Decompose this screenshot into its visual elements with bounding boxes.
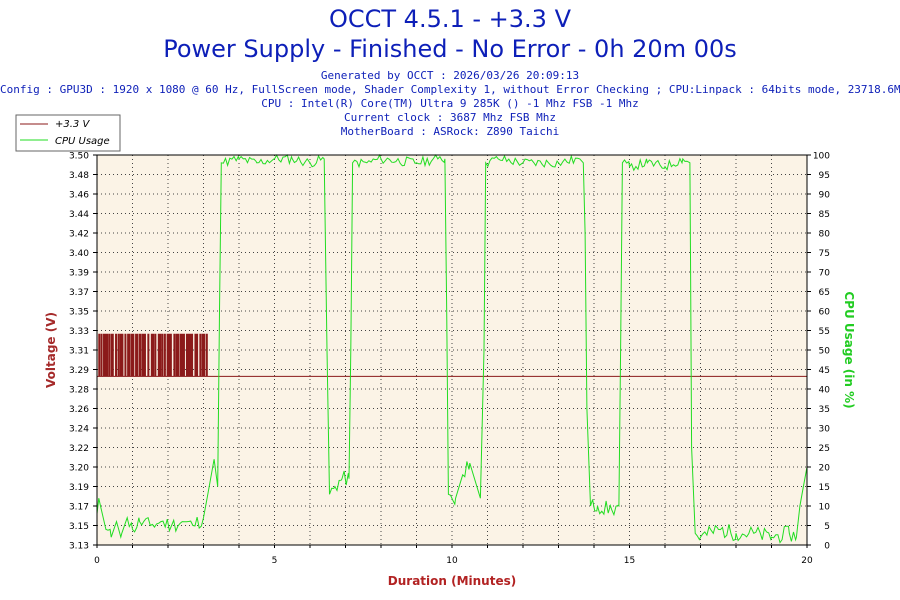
plot-frame [96,154,808,546]
y-left-tick-label: 3.24 [69,425,89,435]
x-tick-label: 15 [624,556,635,566]
y-left-tick-label: 3.13 [69,542,89,552]
y-right-tick-label: 45 [819,366,830,376]
y-right-tick-label: 20 [819,464,831,474]
info-config: Config : GPU3D : 1920 x 1080 @ 60 Hz, Fu… [0,83,900,96]
legend-label-voltage: +3.3 V [55,119,90,130]
y-left-tick-label: 3.40 [69,249,89,259]
y-left-tick-label: 3.42 [69,230,89,240]
series-line-voltage [97,333,807,377]
y-right-tick-label: 85 [819,210,830,220]
y-left-tick-label: 3.15 [69,522,89,532]
legend: +3.3 V CPU Usage [15,114,121,152]
y-left-tick-label: 3.46 [69,191,89,201]
y-right-tick-label: 55 [819,327,830,337]
y-right-tick-label: 100 [813,152,830,162]
y-left-tick-label: 3.44 [69,210,89,220]
y-left-tick-label: 3.26 [69,405,89,415]
y-axis-left-label: Voltage (V) [44,312,58,388]
y-left-tick-label: 3.20 [69,464,89,474]
x-tick-label: 0 [94,556,100,566]
y-left-tick-label: 3.31 [69,347,89,357]
x-tick-label: 10 [446,556,458,566]
y-right-tick-label: 25 [819,444,830,454]
x-tick-label: 20 [801,556,813,566]
y-right-tick-label: 5 [824,522,830,532]
y-right-tick-label: 50 [819,347,831,357]
y-right-tick-label: 35 [819,405,830,415]
y-right-tick-label: 15 [819,483,830,493]
y-right-tick-label: 30 [819,425,831,435]
y-right-tick-label: 40 [819,386,831,396]
y-right-tick-label: 90 [819,191,831,201]
y-right-tick-label: 10 [819,503,831,513]
y-right-tick-label: 95 [819,171,830,181]
y-left-tick-label: 3.39 [69,269,89,279]
y-left-tick-label: 3.22 [69,444,89,454]
y-left-tick-label: 3.48 [69,171,89,181]
chart-subtitle: Power Supply - Finished - No Error - 0h … [163,35,737,63]
info-generated: Generated by OCCT : 2026/03/26 20:09:13 [320,69,580,82]
y-left-tick-label: 3.19 [69,483,89,493]
y-left-tick-label: 3.17 [69,503,89,513]
y-right-tick-label: 60 [819,308,831,318]
info-motherboard: MotherBoard : ASRock: Z890 Taichi [340,125,560,138]
y-left-tick-label: 3.37 [69,288,89,298]
legend-label-cpu: CPU Usage [55,136,110,147]
y-right-tick-label: 65 [819,288,830,298]
y-left-tick-label: 3.33 [69,327,89,337]
y-left-tick-label: 3.50 [69,152,89,162]
y-right-tick-label: 70 [819,269,831,279]
x-axis-label: Duration (Minutes) [388,574,516,588]
y-right-tick-label: 0 [824,542,830,552]
info-clock: Current clock : 3687 Mhz FSB Mhz [344,111,556,124]
series-line-cpu [96,153,808,544]
legend-box [15,114,121,152]
chart-title: OCCT 4.5.1 - +3.3 V [328,5,571,33]
y-right-tick-label: 80 [819,230,831,240]
y-axis-right-label: CPU Usage (in %) [842,291,856,408]
y-left-tick-label: 3.29 [69,366,89,376]
info-cpu: CPU : Intel(R) Core(TM) Ultra 9 285K () … [261,97,639,110]
y-left-tick-label: 3.35 [69,308,89,318]
y-left-tick-label: 3.28 [69,386,89,396]
axis-ticks: 3.13 0 3.15 5 3.17 10 3.19 15 3.20 20 3.22 25 3.24 30… [69,152,830,567]
y-right-tick-label: 75 [819,249,830,259]
x-tick-label: 5 [272,556,278,566]
series-layer [96,153,808,544]
